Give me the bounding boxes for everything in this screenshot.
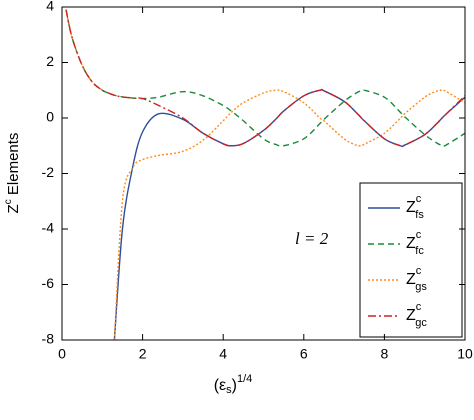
y-tick-label: -6 [42,275,55,291]
legend-sub: gc [415,317,427,329]
x-tick-label: 4 [219,346,227,362]
legend-sup: c [416,229,422,241]
legend-sup: c [416,193,422,205]
x-tick-label: 6 [300,346,308,362]
legend-base: Z [406,199,416,216]
legend-box [359,182,463,338]
x-label-part: ) [232,377,237,394]
series-line [65,9,465,148]
y-label-part: Z [5,204,22,213]
y-tick-label: 0 [46,109,54,125]
y-label-sup: c [3,199,14,204]
y-axis-label: Zc Elements [3,133,22,214]
x-tick-label: 0 [58,346,66,362]
y-tick-label: -2 [42,164,55,180]
x-tick-label: 10 [457,346,473,362]
legend-sup: c [416,265,422,277]
x-label-sup: 1/4 [237,373,252,385]
series-line [65,9,465,148]
legend-label: Zc fc [406,229,424,257]
y-tick-label: -8 [42,331,55,347]
legend-label: Zc gc [406,301,427,329]
legend-base: Z [406,271,416,288]
legend-label: Zc fs [406,193,424,221]
legend-sub: fs [415,209,424,221]
y-tick-label: -4 [42,220,55,236]
plot-area [65,9,465,340]
y-label-part: Elements [5,133,22,200]
legend-sub: fc [415,245,424,257]
legend-sup: c [416,301,422,313]
legend-base: Z [406,307,416,324]
plot-frame [61,6,466,341]
series-line [65,9,465,340]
legend-base: Z [406,235,416,252]
annotation: l = 2 [295,229,329,248]
y-tick-label: 4 [46,0,54,14]
x-tick-label: 8 [381,346,389,362]
x-tick-label: 2 [139,346,147,362]
y-tick-label: 2 [46,53,54,69]
legend-label: Zc gs [406,265,427,293]
x-axis-label: (εs)1/4 [214,373,253,396]
x-label-sub: s [226,384,232,396]
legend-sub: gs [415,281,427,293]
x-label-part: (ε [214,377,226,394]
